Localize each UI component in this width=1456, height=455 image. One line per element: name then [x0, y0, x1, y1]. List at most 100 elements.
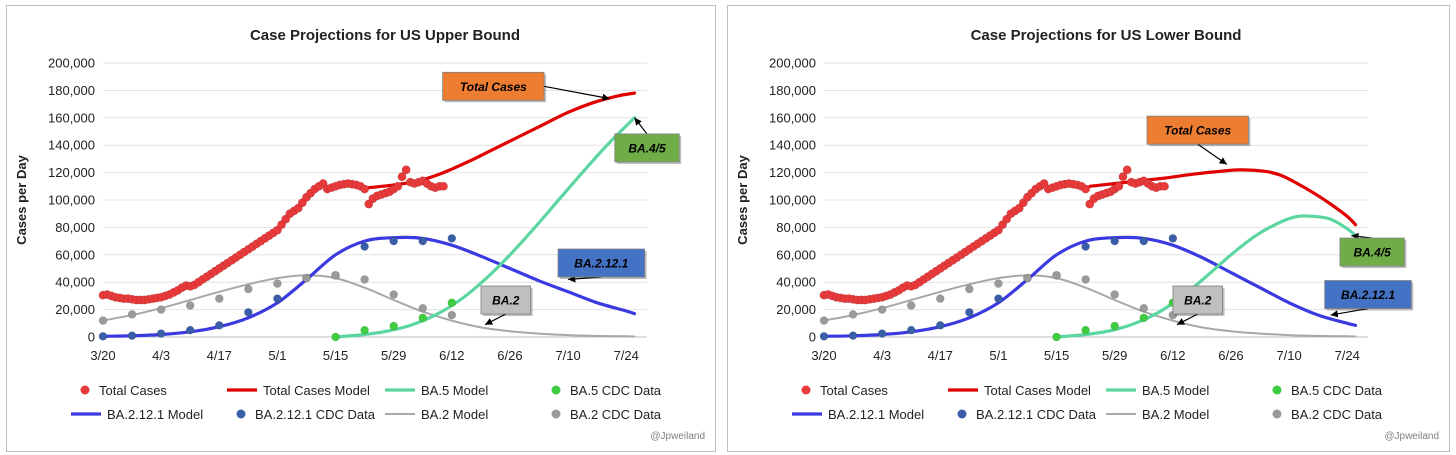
watermark: @Jpweiland: [650, 431, 705, 442]
data-point-ba-2-cdc-data: [1023, 273, 1032, 283]
legend-marker: [80, 385, 90, 395]
x-tick-label: 4/17: [207, 348, 232, 363]
data-point-ba-5-cdc-data: [1110, 321, 1119, 331]
annotation-label: BA.4/5: [1353, 246, 1391, 260]
data-point-ba-2-12-1-cdc-data: [185, 325, 195, 335]
data-point-ba-2-cdc-data: [877, 305, 887, 314]
x-tick-label: 4/17: [928, 348, 953, 363]
x-tick-label: 5/15: [323, 348, 348, 363]
data-point-ba-2-cdc-data: [389, 290, 398, 299]
data-point-ba-2-12-1-cdc-data: [935, 321, 945, 330]
data-point-ba-2-cdc-data: [447, 310, 457, 320]
x-tick-label: 4/3: [873, 348, 891, 363]
annotation-arrow: [484, 313, 507, 326]
x-tick-label: 5/15: [1044, 348, 1069, 363]
legend-marker: [236, 409, 246, 419]
data-point-total-cases: [401, 165, 411, 175]
y-tick-label: 120,000: [769, 165, 816, 180]
series-line-ba-2-model: [102, 274, 636, 338]
data-point-total-cases: [1122, 165, 1132, 175]
x-tick-label: 3/20: [90, 348, 115, 363]
data-point-ba-2-12-1-cdc-data: [877, 329, 887, 338]
data-point-ba-2-12-1-cdc-data: [819, 332, 829, 341]
y-tick-label: 0: [88, 330, 95, 345]
y-axis-label: Cases per Day: [735, 154, 750, 244]
chart-title: Case Projections for US Lower Bound: [971, 27, 1242, 44]
data-point-ba-2-cdc-data: [360, 275, 369, 284]
data-point-total-cases: [397, 172, 407, 182]
annotation-box: [1324, 280, 1412, 309]
y-tick-label: 100,000: [48, 193, 95, 208]
legend-marker: [1272, 409, 1282, 419]
annotation-arrow: [1176, 313, 1199, 326]
chart-panel-lower: Case Projections for US Lower Bound 200,0…: [727, 5, 1450, 452]
data-point-ba-2-cdc-data: [214, 294, 224, 303]
y-tick-label: 180,000: [769, 83, 816, 98]
annotation-arrow: [1330, 307, 1369, 318]
data-point-ba-5-cdc-data: [1052, 332, 1061, 342]
legend-marker: [551, 385, 561, 395]
data-point-total-cases: [360, 184, 370, 194]
data-point-ba-2-12-1-cdc-data: [389, 236, 398, 246]
annotation-box: [480, 285, 532, 315]
y-tick-label: 80,000: [776, 220, 816, 235]
y-tick-label: 180,000: [48, 83, 95, 98]
x-tick-label: 7/24: [1335, 348, 1360, 363]
data-point-ba-2-cdc-data: [98, 316, 108, 325]
y-tick-label: 140,000: [769, 138, 816, 153]
data-point-ba-2-cdc-data: [1110, 290, 1119, 299]
y-tick-label: 60,000: [55, 247, 95, 262]
x-tick-label: 7/10: [555, 348, 580, 363]
legend-marker: [957, 409, 967, 419]
annotation-box: [614, 133, 680, 163]
x-tick-label: 5/1: [268, 348, 286, 363]
data-point-ba-2-12-1-cdc-data: [447, 234, 457, 243]
legend-label: BA.2 Model: [421, 407, 488, 422]
legend-label: BA.5 CDC Data: [570, 383, 662, 398]
data-point-ba-2-12-1-cdc-data: [98, 332, 108, 341]
legend-label: BA.2.12.1 Model: [828, 407, 924, 422]
legend-label: BA.2.12.1 CDC Data: [976, 407, 1097, 422]
x-tick-label: 7/10: [1276, 348, 1301, 363]
data-point-ba-5-cdc-data: [331, 332, 340, 342]
data-point-total-cases: [1114, 181, 1124, 191]
data-point-ba-2-12-1-cdc-data: [360, 242, 369, 251]
data-point-total-cases: [1160, 181, 1170, 191]
series-line-ba-5-model: [1054, 214, 1358, 339]
annotation-label: Total Cases: [1164, 124, 1231, 138]
data-point-ba-2-cdc-data: [906, 301, 916, 310]
annotation-label: BA.2: [492, 294, 520, 308]
legend-marker: [801, 385, 811, 395]
y-tick-label: 160,000: [48, 110, 95, 125]
watermark: @Jpweiland: [1384, 431, 1439, 442]
annotation-box: [1146, 115, 1249, 145]
data-point-ba-2-cdc-data: [1081, 275, 1090, 284]
legend-marker: [551, 409, 561, 419]
data-point-ba-2-12-1-cdc-data: [418, 236, 428, 246]
data-point-ba-2-12-1-cdc-data: [214, 321, 224, 330]
series-line-ba-5-model: [333, 116, 637, 339]
annotation-label: BA.4/5: [628, 141, 666, 155]
series-line-ba-2-model: [823, 274, 1357, 338]
x-tick-label: 3/20: [811, 348, 836, 363]
annotation-label: BA.2: [1184, 294, 1212, 308]
data-point-ba-2-cdc-data: [819, 316, 829, 325]
annotation-box: [1172, 285, 1223, 315]
data-point-ba-2-cdc-data: [418, 303, 428, 313]
data-point-total-cases: [439, 181, 449, 191]
legend-marker: [1272, 385, 1282, 395]
data-point-ba-2-cdc-data: [935, 294, 945, 303]
legend-label: BA.2 Model: [1142, 407, 1209, 422]
data-point-ba-5-cdc-data: [360, 325, 369, 335]
y-tick-label: 60,000: [776, 247, 816, 262]
x-tick-label: 6/12: [439, 348, 464, 363]
data-point-ba-2-cdc-data: [965, 284, 974, 294]
x-tick-label: 5/1: [989, 348, 1007, 363]
legend-label: Total Cases Model: [984, 383, 1091, 398]
annotation-arrow: [1351, 232, 1373, 241]
y-tick-label: 20,000: [55, 302, 95, 317]
y-axis-label: Cases per Day: [14, 154, 29, 244]
annotation-arrow: [634, 117, 648, 135]
data-point-ba-2-cdc-data: [127, 310, 137, 319]
data-point-ba-5-cdc-data: [447, 298, 457, 308]
